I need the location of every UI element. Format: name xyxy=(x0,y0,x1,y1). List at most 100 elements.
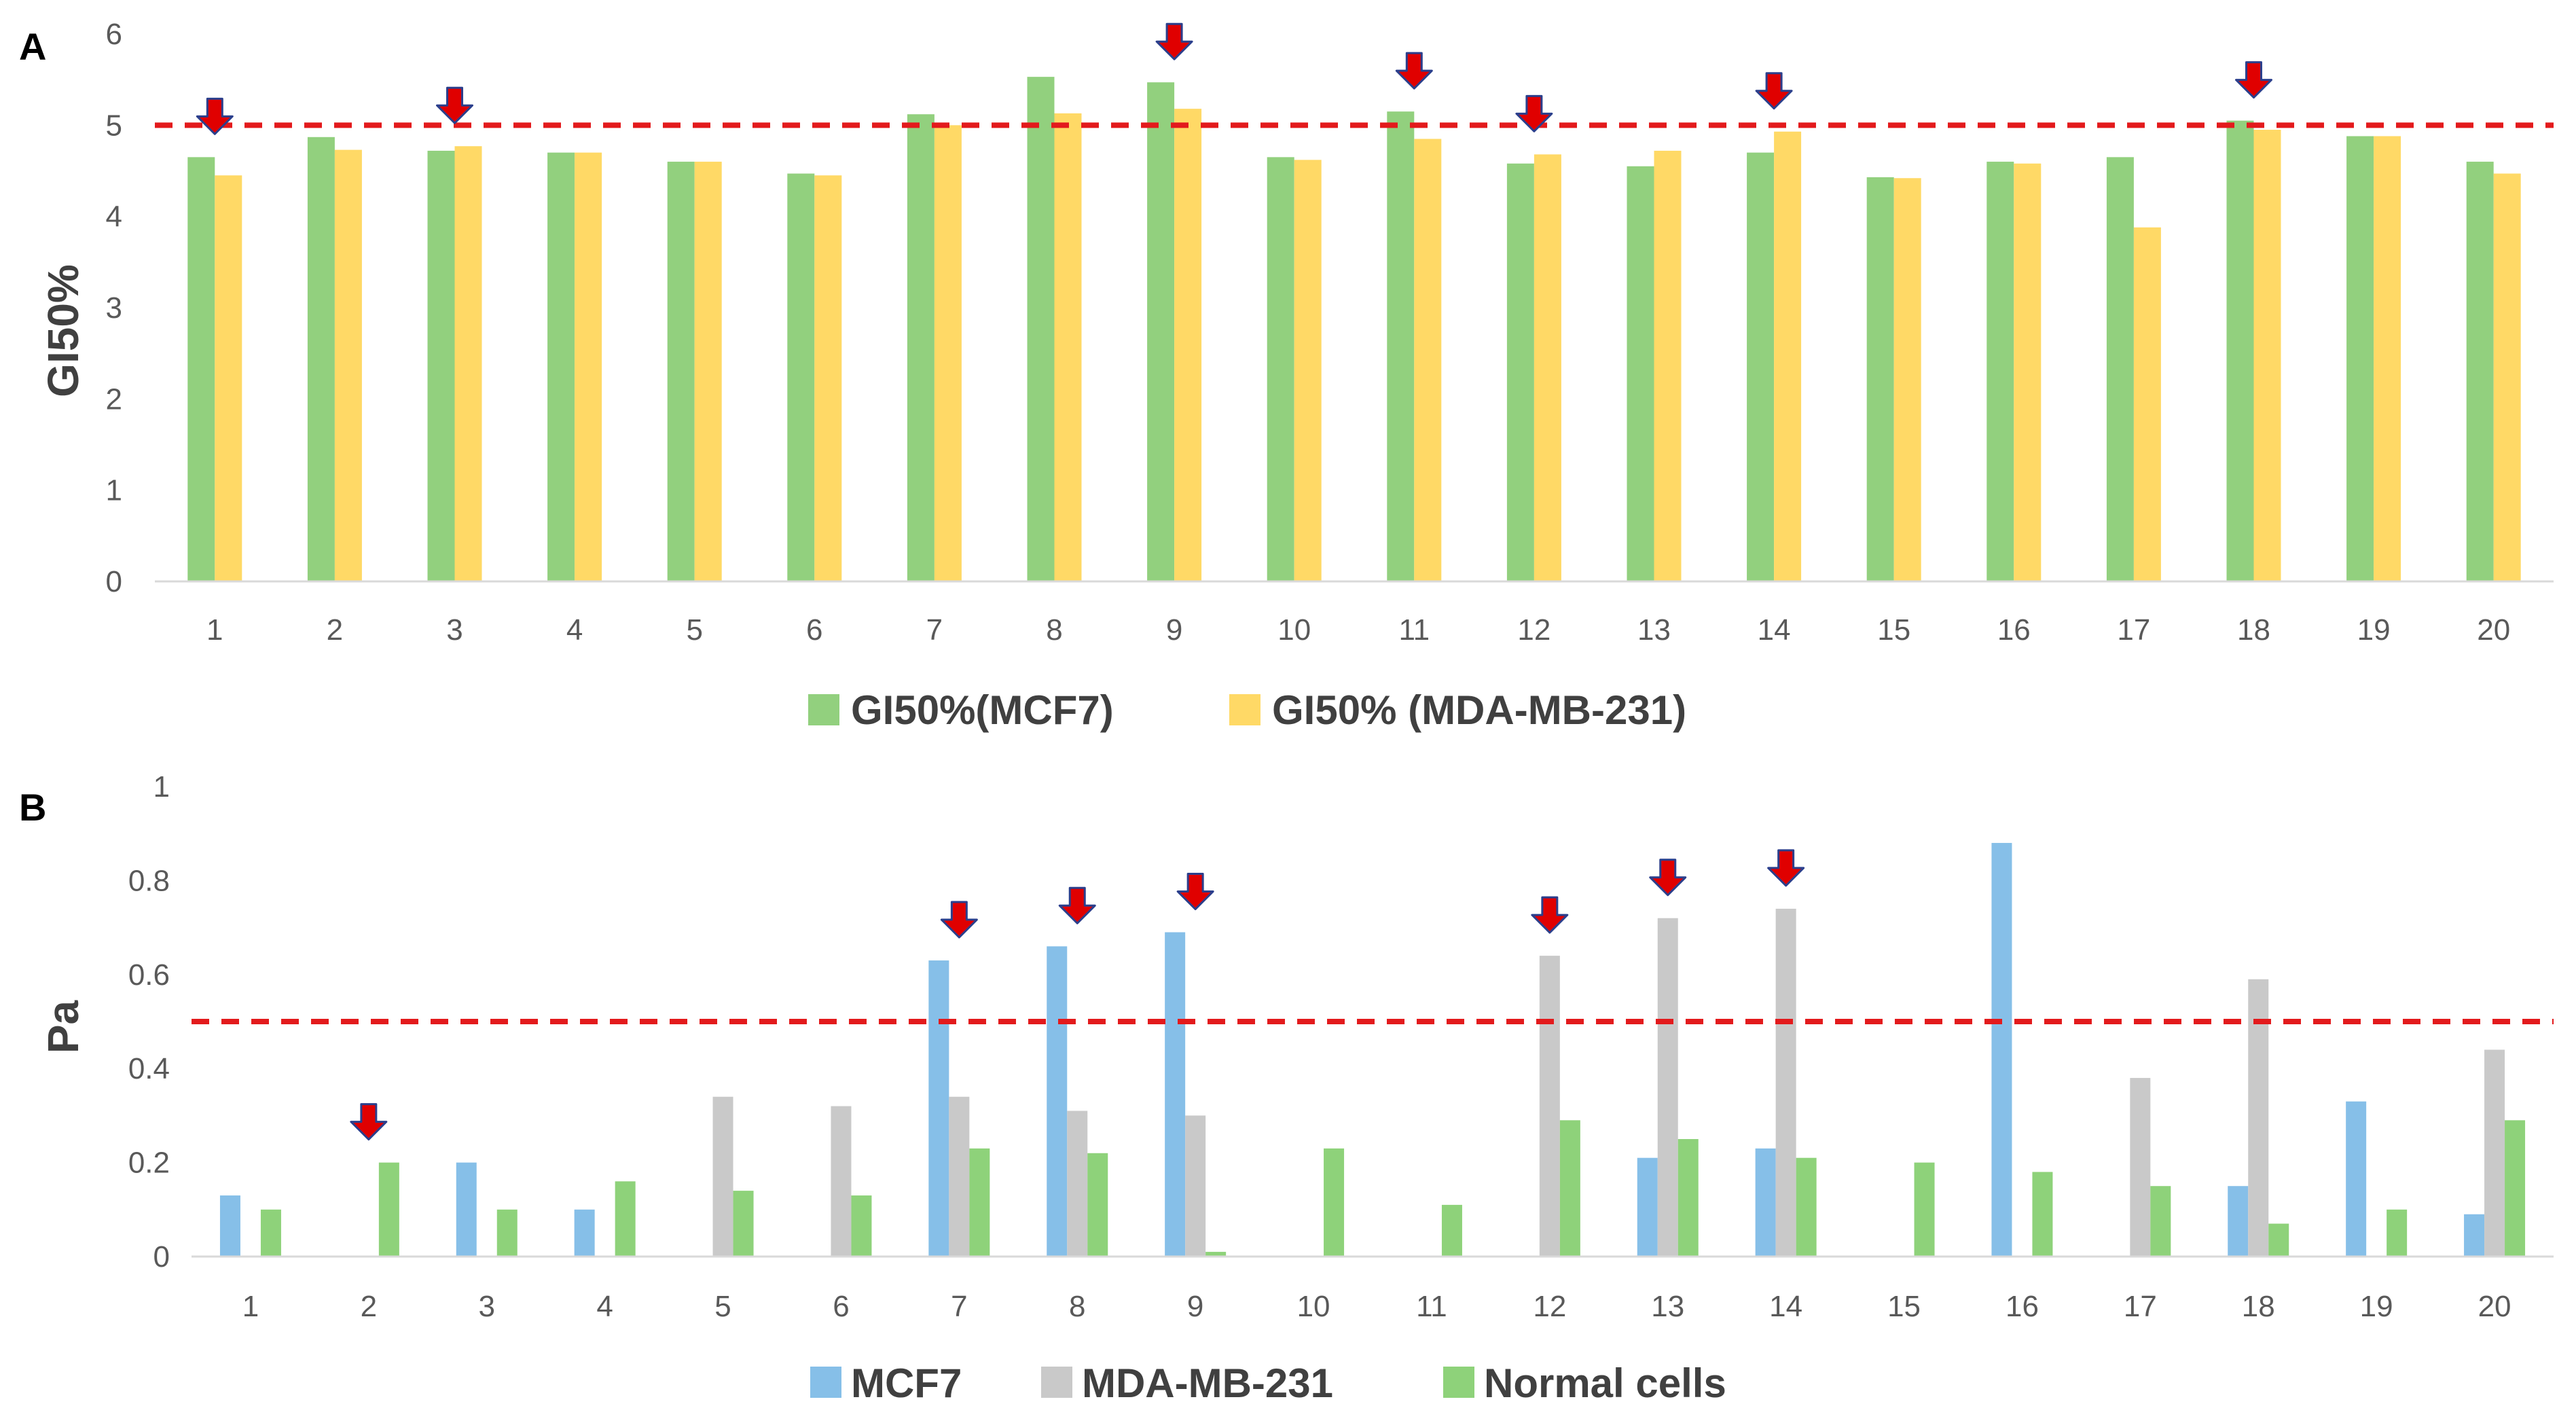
bar-gi50-mcf7-5 xyxy=(667,162,695,582)
bar-gi50-mda-mb-231-1 xyxy=(215,175,242,581)
panel-b-x-tick-18: 18 xyxy=(2242,1290,2275,1323)
panel-a-y-tick-4: 4 xyxy=(106,200,122,234)
panel-b-bars xyxy=(219,843,2526,1257)
panel-a-x-tick-1: 1 xyxy=(206,613,223,647)
bar-mda-mb-231-13 xyxy=(1657,918,1678,1257)
panel-b-legend: MCF7 MDA-MB-231 Normal cells xyxy=(810,1360,1726,1406)
bar-normal-cells-6 xyxy=(851,1195,872,1257)
panel-b-arrow-markers xyxy=(350,849,1805,1141)
bar-gi50-mda-mb-231-19 xyxy=(2374,136,2401,581)
panel-a-y-ticks: 0 1 2 3 4 5 6 xyxy=(106,18,122,598)
panel-a-letter: A xyxy=(19,25,46,68)
panel-b-x-tick-13: 13 xyxy=(1651,1290,1684,1323)
bar-gi50-mcf7-2 xyxy=(307,137,335,582)
bar-normal-cells-10 xyxy=(1324,1148,1345,1257)
bar-mcf7-7 xyxy=(928,960,949,1257)
panel-a-x-tick-14: 14 xyxy=(1758,613,1791,647)
panel-a-arrow-marker-12 xyxy=(1515,94,1553,132)
panel-b: B Pa 00.20.40.60.81 1 2 3 4 5 6 7 8 9 10 11 12 13 14 1… xyxy=(19,770,2554,1406)
panel-a-x-tick-19: 19 xyxy=(2357,613,2391,647)
bar-gi50-mda-mb-231-7 xyxy=(934,125,962,582)
bar-mda-mb-231-12 xyxy=(1539,956,1560,1257)
bar-normal-cells-17 xyxy=(2150,1186,2171,1257)
panel-b-x-tick-15: 15 xyxy=(1887,1290,1921,1323)
panel-b-x-tick-7: 7 xyxy=(951,1290,967,1323)
bar-normal-cells-3 xyxy=(496,1209,518,1257)
legend-swatch-mda-mb-231 xyxy=(1041,1367,1072,1398)
panel-b-x-tick-6: 6 xyxy=(833,1290,849,1323)
panel-a-x-tick-9: 9 xyxy=(1166,613,1182,647)
panel-b-arrow-marker-2 xyxy=(350,1103,388,1141)
bar-gi50-mda-mb-231-4 xyxy=(575,152,602,582)
panel-b-y-tick-0-2: 0.2 xyxy=(128,1147,170,1180)
bar-mcf7-20 xyxy=(2464,1214,2485,1257)
panel-b-x-tick-9: 9 xyxy=(1187,1290,1203,1323)
panel-b-y-ticks: 0 0.2 0.4 0.6 0.8 1 xyxy=(128,770,170,1274)
panel-a-x-tick-15: 15 xyxy=(1877,613,1910,647)
panel-a-y-tick-5: 5 xyxy=(106,109,122,142)
panel-b-arrow-marker-8 xyxy=(1058,886,1096,924)
panel-a-x-tick-13: 13 xyxy=(1637,613,1671,647)
bar-gi50-mcf7-12 xyxy=(1506,163,1534,582)
bar-mda-mb-231-8 xyxy=(1067,1111,1088,1257)
bar-normal-cells-20 xyxy=(2505,1120,2526,1257)
bar-gi50-mcf7-14 xyxy=(1747,152,1775,582)
legend-swatch-gi50-mda-mb-231 xyxy=(1229,694,1260,725)
bar-normal-cells-18 xyxy=(2268,1223,2289,1257)
bar-mcf7-1 xyxy=(219,1195,240,1257)
panel-a-x-ticks: 1 2 3 4 5 6 7 8 9 10 11 12 13 14 15 16 17 18 19 20 xyxy=(206,613,2510,647)
bar-gi50-mcf7-6 xyxy=(787,173,815,581)
bar-normal-cells-14 xyxy=(1796,1157,1817,1257)
bar-normal-cells-15 xyxy=(1914,1162,1935,1257)
panel-a-y-tick-2: 2 xyxy=(106,382,122,416)
bar-normal-cells-12 xyxy=(1559,1120,1580,1257)
bar-gi50-mcf7-3 xyxy=(427,150,455,582)
panel-a-arrow-marker-9 xyxy=(1155,22,1193,60)
bar-gi50-mda-mb-231-13 xyxy=(1654,150,1682,582)
panel-a-x-tick-5: 5 xyxy=(686,613,702,647)
bar-normal-cells-8 xyxy=(1087,1153,1108,1257)
bar-mcf7-8 xyxy=(1047,946,1068,1257)
panel-a-arrow-marker-18 xyxy=(2235,61,2272,99)
bar-gi50-mda-mb-231-17 xyxy=(2133,227,2161,582)
bar-normal-cells-16 xyxy=(2032,1172,2053,1257)
bar-gi50-mcf7-15 xyxy=(1866,177,1894,581)
bar-gi50-mcf7-13 xyxy=(1627,166,1654,582)
panel-b-x-tick-4: 4 xyxy=(596,1290,613,1323)
panel-b-y-axis-label: Pa xyxy=(39,1000,88,1053)
bar-gi50-mcf7-17 xyxy=(2106,157,2134,582)
panel-b-y-tick-0-6: 0.6 xyxy=(128,958,170,992)
panel-b-x-tick-8: 8 xyxy=(1069,1290,1085,1323)
panel-b-x-tick-17: 17 xyxy=(2124,1290,2157,1323)
bar-normal-cells-11 xyxy=(1441,1204,1462,1257)
bar-normal-cells-2 xyxy=(378,1162,399,1257)
bar-mcf7-13 xyxy=(1637,1157,1658,1257)
panel-a-arrow-marker-11 xyxy=(1395,52,1433,90)
panel-a-arrow-marker-14 xyxy=(1755,72,1793,110)
bar-gi50-mcf7-9 xyxy=(1147,82,1175,582)
bar-gi50-mcf7-10 xyxy=(1267,157,1294,582)
bar-mda-mb-231-6 xyxy=(831,1106,852,1257)
panel-b-arrow-marker-14 xyxy=(1767,849,1805,887)
legend-swatch-gi50-mcf7 xyxy=(808,694,839,725)
panel-b-arrow-marker-9 xyxy=(1176,873,1214,911)
panel-a-arrow-marker-1 xyxy=(196,97,234,135)
legend-label-mda-mb-231: MDA-MB-231 xyxy=(1082,1360,1333,1406)
bar-gi50-mda-mb-231-14 xyxy=(1774,131,1802,581)
bar-mda-mb-231-18 xyxy=(2248,979,2269,1257)
panel-a-arrow-marker-3 xyxy=(436,86,473,124)
panel-a-x-tick-4: 4 xyxy=(566,613,583,647)
bar-normal-cells-9 xyxy=(1205,1252,1227,1257)
bar-mda-mb-231-20 xyxy=(2484,1049,2505,1257)
bar-gi50-mda-mb-231-6 xyxy=(814,175,842,581)
bar-mda-mb-231-7 xyxy=(949,1096,970,1257)
panel-b-arrow-marker-13 xyxy=(1649,859,1687,897)
panel-a-x-tick-8: 8 xyxy=(1046,613,1062,647)
bar-gi50-mda-mb-231-9 xyxy=(1174,109,1202,582)
bar-gi50-mda-mb-231-12 xyxy=(1534,154,1561,581)
bar-gi50-mda-mb-231-15 xyxy=(1893,178,1921,581)
bar-normal-cells-5 xyxy=(733,1191,754,1257)
bar-gi50-mcf7-1 xyxy=(187,157,215,582)
panel-b-y-tick-0-8: 0.8 xyxy=(128,864,170,897)
